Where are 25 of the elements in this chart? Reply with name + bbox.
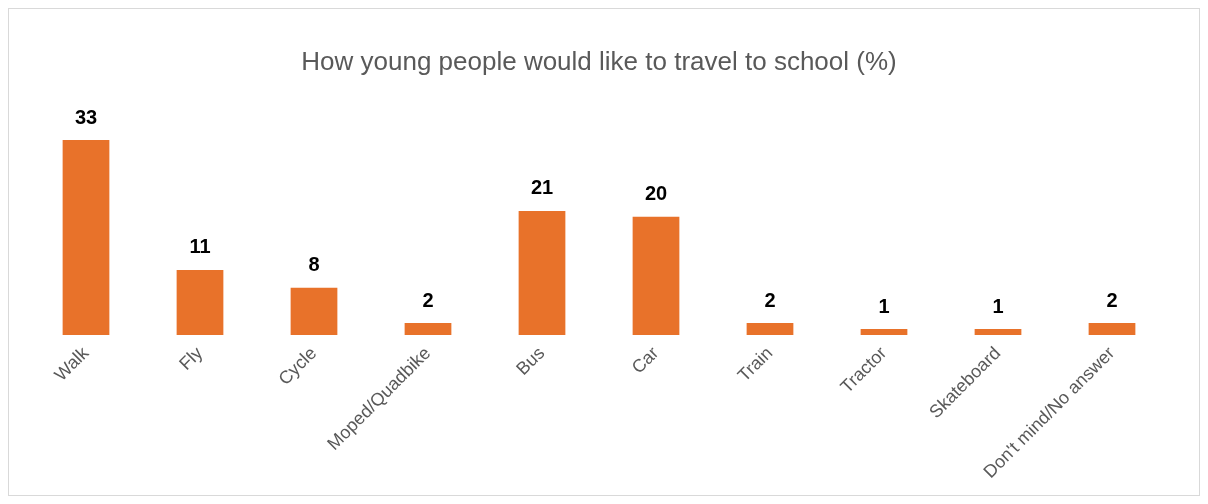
bar — [404, 323, 452, 335]
data-label: 11 — [189, 235, 211, 258]
data-label: 1 — [992, 294, 1004, 317]
x-tick-label: Car — [627, 342, 663, 378]
bar — [290, 287, 338, 335]
bar — [746, 323, 794, 335]
data-label: 1 — [878, 294, 890, 317]
bar — [860, 329, 908, 335]
data-label: 2 — [422, 288, 434, 311]
bar — [176, 269, 224, 335]
bar — [1088, 323, 1136, 335]
data-label: 33 — [74, 105, 98, 128]
data-label: 2 — [1106, 288, 1118, 311]
data-label: 2 — [764, 288, 776, 311]
x-tick-label: Fly — [175, 342, 207, 374]
x-tick-label: Bus — [512, 342, 549, 379]
chart-title: How young people would like to travel to school (%) — [301, 45, 897, 76]
bar — [62, 140, 110, 335]
data-label: 21 — [530, 176, 554, 199]
x-tick-label: Train — [733, 342, 777, 386]
data-label: 8 — [308, 253, 320, 276]
bar — [632, 216, 680, 335]
bar — [974, 329, 1022, 335]
bar — [518, 210, 566, 335]
data-label: 20 — [644, 182, 668, 205]
